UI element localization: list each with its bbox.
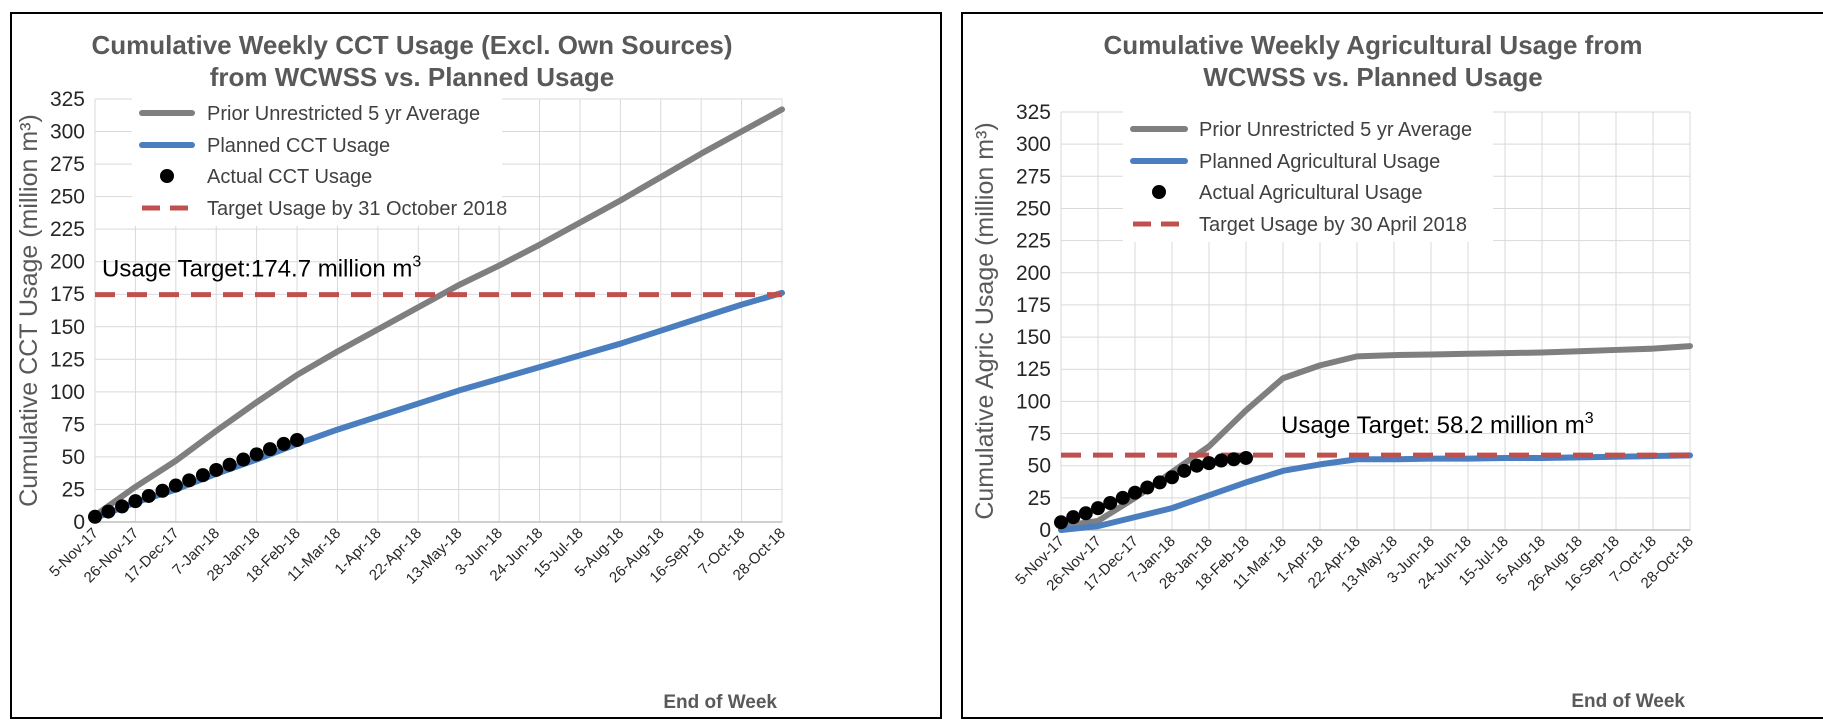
cct-actual-usage-point xyxy=(128,494,143,509)
agric-y-tick-label: 25 xyxy=(1028,487,1051,510)
cct-actual-usage-point xyxy=(88,509,102,524)
cct-y-tick-label: 125 xyxy=(50,348,85,371)
agric-y-tick-label: 200 xyxy=(1016,262,1051,285)
agric-actual-usage-point xyxy=(1091,501,1105,516)
chart-cct-svg: Cumulative Weekly CCT Usage (Excl. Own S… xyxy=(15,30,789,713)
agric-y-tick-label: 0 xyxy=(1039,519,1051,542)
agric-y-tick-label: 150 xyxy=(1016,326,1051,349)
agric-actual-usage-point xyxy=(1115,490,1130,505)
agric-y-tick-label: 125 xyxy=(1016,358,1051,381)
cct-y-tick-label: 300 xyxy=(50,121,85,144)
agric-actual-usage-point xyxy=(1103,495,1118,510)
cct-legend-label-2: Actual CCT Usage xyxy=(207,166,372,188)
agric-y-axis-title: Cumulative Agric Usage (million m³) xyxy=(971,122,999,519)
cct-actual-usage-point xyxy=(168,478,183,493)
chart-panel-agric: Cumulative Weekly Agricultural Usage fro… xyxy=(961,12,1823,719)
cct-y-tick-label: 225 xyxy=(50,218,85,241)
cct-usage-target-annotation: Usage Target:174.7 million m3 xyxy=(102,254,421,283)
cct-y-tick-label: 75 xyxy=(62,413,85,436)
cct-actual-usage-point xyxy=(101,504,116,519)
agric-actual-usage-point xyxy=(1214,453,1229,468)
agric-actual-usage-point xyxy=(1140,480,1155,495)
agric-legend-label-0: Prior Unrestricted 5 yr Average xyxy=(1199,119,1472,141)
agric-legend-label-2: Actual Agricultural Usage xyxy=(1199,182,1422,204)
agric-actual-usage-point xyxy=(1189,458,1204,473)
cct-actual-usage-point xyxy=(236,452,251,467)
cct-y-tick-label: 275 xyxy=(50,153,85,176)
cct-legend-background xyxy=(132,95,502,226)
chart-panel-cct: Cumulative Weekly CCT Usage (Excl. Own S… xyxy=(10,12,942,719)
agric-actual-usage-point xyxy=(1177,463,1192,478)
cct-actual-usage-point xyxy=(195,468,210,483)
agric-legend-background xyxy=(1123,111,1493,242)
agric-y-tick-label: 275 xyxy=(1016,165,1051,188)
cct-y-tick-label: 150 xyxy=(50,316,85,339)
agric-actual-usage-point xyxy=(1165,470,1179,485)
agric-actual-usage-point xyxy=(1202,456,1216,471)
cct-y-tick-label: 200 xyxy=(50,251,85,274)
agric-chart-title-line-2: WCWSS vs. Planned Usage xyxy=(1203,62,1543,92)
agric-y-tick-label: 50 xyxy=(1028,455,1051,478)
cct-y-tick-label: 325 xyxy=(50,88,85,111)
agric-annotation-superscript: 3 xyxy=(1585,410,1594,427)
cct-actual-usage-point xyxy=(155,483,170,498)
cct-y-tick-label: 250 xyxy=(50,186,85,209)
agric-y-tick-label: 250 xyxy=(1016,197,1051,220)
agric-chart-title-line-1: Cumulative Weekly Agricultural Usage fro… xyxy=(1104,30,1643,60)
cct-y-tick-label: 50 xyxy=(62,446,85,469)
cct-y-axis-title: Cumulative CCT Usage (million m³) xyxy=(15,114,43,507)
agric-series-line-1 xyxy=(1058,452,1693,533)
cct-y-tick-label: 0 xyxy=(73,511,85,534)
agric-legend-label-3: Target Usage by 30 April 2018 xyxy=(1199,214,1467,236)
cct-actual-usage-point xyxy=(290,433,305,448)
cct-y-tick-label: 25 xyxy=(62,478,85,501)
cct-chart-title-line-2: from WCWSS vs. Planned Usage xyxy=(210,62,615,92)
agric-actual-usage-point xyxy=(1128,485,1142,500)
agric-actual-usage-point xyxy=(1066,510,1081,525)
cct-chart-title-line-1: Cumulative Weekly CCT Usage (Excl. Own S… xyxy=(91,30,732,60)
agric-y-tick-label: 75 xyxy=(1028,423,1051,446)
agric-usage-target-annotation: Usage Target: 58.2 million m3 xyxy=(1281,410,1594,439)
agric-y-tick-label: 300 xyxy=(1016,133,1051,156)
cct-x-axis-title: End of Week xyxy=(663,692,777,713)
cct-y-tick-label: 175 xyxy=(50,283,85,306)
cct-actual-usage-point xyxy=(209,462,224,477)
cct-y-tick-label: 100 xyxy=(50,381,85,404)
cct-actual-usage-point xyxy=(141,488,156,503)
agric-actual-usage-point xyxy=(1078,506,1093,521)
cct-series-line-0 xyxy=(92,106,785,519)
cct-actual-usage-point xyxy=(249,447,264,462)
cct-actual-usage-point xyxy=(276,436,291,451)
cct-actual-usage-point xyxy=(222,457,237,472)
chart-agric-svg: Cumulative Weekly Agricultural Usage fro… xyxy=(971,30,1697,712)
agric-actual-usage-point xyxy=(1239,450,1253,465)
agric-actual-usage-point xyxy=(1054,515,1068,530)
agric-y-tick-label: 100 xyxy=(1016,390,1051,413)
cct-actual-usage-point xyxy=(262,442,277,457)
agric-y-tick-label: 175 xyxy=(1016,294,1051,317)
cct-actual-usage-point xyxy=(115,499,130,514)
agric-legend-label-1: Planned Agricultural Usage xyxy=(1199,151,1440,173)
agric-x-axis-title: End of Week xyxy=(1571,691,1685,712)
agric-y-tick-label: 225 xyxy=(1016,230,1051,253)
agric-y-tick-label: 325 xyxy=(1016,101,1051,124)
cct-actual-usage-point xyxy=(182,473,197,488)
cct-legend-swatch-2 xyxy=(160,169,174,183)
cct-legend-label-0: Prior Unrestricted 5 yr Average xyxy=(207,103,480,125)
agric-actual-usage-point xyxy=(1152,475,1167,490)
cct-legend-label-1: Planned CCT Usage xyxy=(207,135,390,157)
cct-legend-label-3: Target Usage by 31 October 2018 xyxy=(207,198,507,220)
agric-actual-usage-point xyxy=(1226,452,1241,467)
cct-annotation-superscript: 3 xyxy=(412,254,421,271)
agric-legend-swatch-2 xyxy=(1152,185,1166,199)
